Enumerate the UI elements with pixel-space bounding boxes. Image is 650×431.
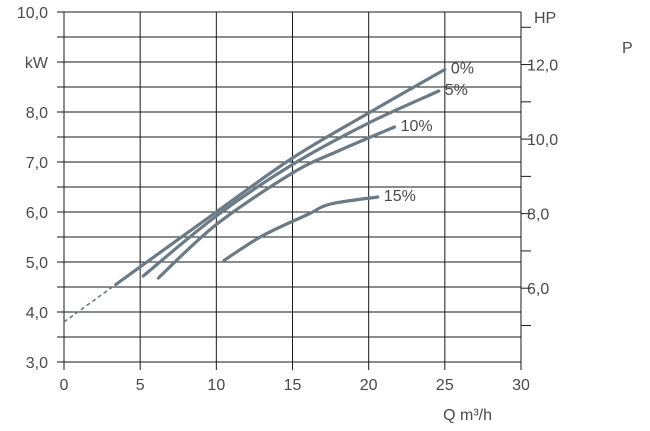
y-tick-label-left: 6,0 bbox=[26, 205, 48, 222]
y-axis-label-left: kW bbox=[25, 55, 49, 72]
y-tick-label-left: 8,0 bbox=[26, 105, 48, 122]
axes bbox=[57, 11, 531, 370]
y-axis-label-right: HP bbox=[534, 10, 556, 27]
y-tick-label-left: 4,0 bbox=[26, 305, 48, 322]
y-tick-label-left: 7,0 bbox=[26, 155, 48, 172]
extrapolation-dashed-line bbox=[63, 283, 117, 323]
series-line-1 bbox=[114, 67, 447, 287]
x-tick-label: 5 bbox=[136, 377, 145, 394]
series-label: 10% bbox=[401, 118, 433, 135]
series-line-3 bbox=[156, 125, 397, 280]
x-tick-label: 25 bbox=[436, 377, 454, 394]
y-tick-label-left: 3,0 bbox=[26, 355, 48, 372]
labels: 0 5 10 15 20 25 30 3,0 4,0 5,0 6,0 7,0 8,0 10,0 6,0 8,0… bbox=[17, 5, 633, 424]
y-tick-label-left: 5,0 bbox=[26, 255, 48, 272]
y-tick-label-right: 10,0 bbox=[527, 132, 558, 149]
series-curves bbox=[63, 67, 447, 323]
x-axis-label: Q m³/h bbox=[443, 407, 492, 424]
series-label: 15% bbox=[384, 188, 416, 205]
x-tick-label: 20 bbox=[360, 377, 378, 394]
y-tick-label-right: 12,0 bbox=[527, 58, 558, 75]
series-label: 5% bbox=[445, 82, 468, 99]
series-line-2 bbox=[141, 89, 441, 278]
series-label: 0% bbox=[451, 61, 474, 78]
y-tick-label-right: 6,0 bbox=[527, 281, 549, 298]
corner-label: P bbox=[622, 40, 633, 57]
x-tick-label: 15 bbox=[284, 377, 302, 394]
x-tick-label: 0 bbox=[60, 377, 69, 394]
y-tick-label-left: 10,0 bbox=[17, 5, 48, 22]
series-line-4 bbox=[222, 195, 380, 263]
y-tick-label-right: 8,0 bbox=[527, 207, 549, 224]
x-tick-label: 10 bbox=[207, 377, 225, 394]
x-tick-label: 30 bbox=[512, 377, 530, 394]
